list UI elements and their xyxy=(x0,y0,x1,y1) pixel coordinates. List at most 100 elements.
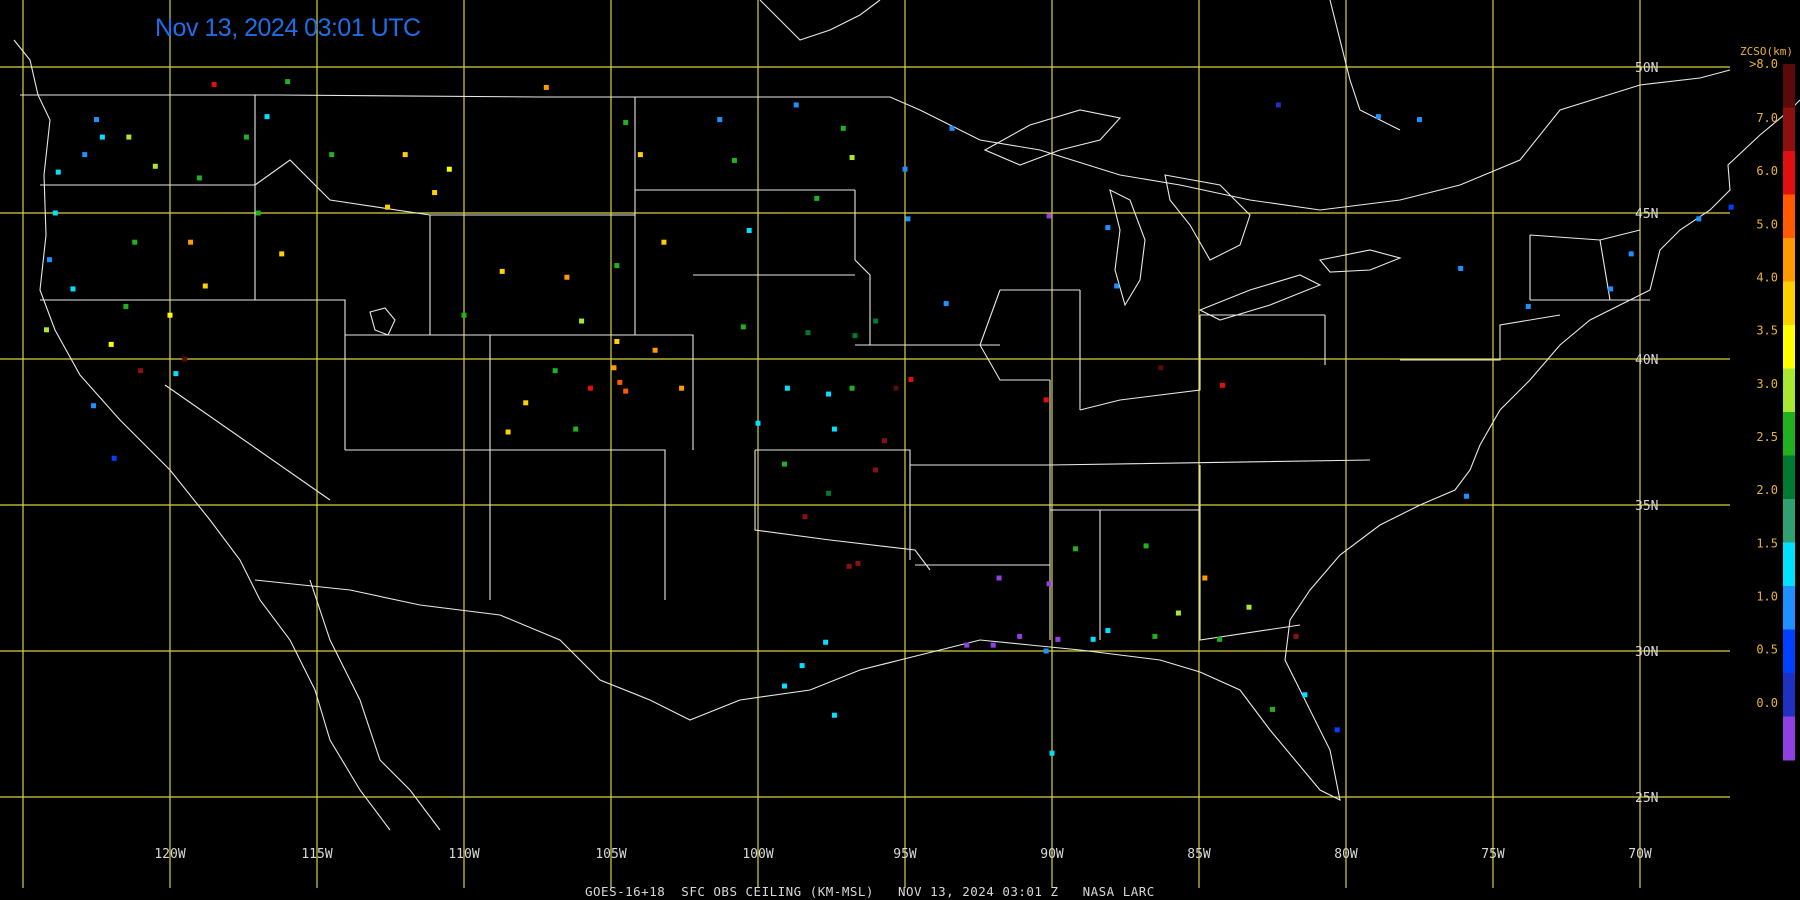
station-observations xyxy=(44,79,1734,756)
station-marker xyxy=(1375,114,1381,120)
colorbar-swatch xyxy=(1783,716,1795,761)
lat-lon-grid xyxy=(0,0,1730,888)
colorbar-swatch xyxy=(1783,412,1795,456)
station-marker xyxy=(82,152,88,158)
station-marker xyxy=(852,333,858,339)
station-marker xyxy=(617,379,623,385)
station-marker xyxy=(1046,213,1052,219)
station-marker xyxy=(1105,628,1111,634)
station-marker xyxy=(746,228,752,234)
station-marker xyxy=(679,385,685,391)
station-marker xyxy=(55,169,61,175)
map-title: Nov 13, 2024 03:01 UTC xyxy=(155,14,421,42)
station-marker xyxy=(385,204,391,210)
station-marker xyxy=(846,563,852,569)
lon-label: 85W xyxy=(1187,847,1211,862)
colorbar-swatch xyxy=(1783,542,1795,587)
station-marker xyxy=(573,426,579,432)
colorbar-label: 6.0 xyxy=(1756,164,1778,178)
station-marker xyxy=(1055,636,1061,642)
lon-label: 90W xyxy=(1040,847,1064,862)
station-marker xyxy=(1302,692,1308,698)
station-marker xyxy=(755,420,761,426)
colorbar-swatch xyxy=(1783,455,1795,500)
lon-label: 105W xyxy=(595,847,626,862)
station-marker xyxy=(587,385,593,391)
station-marker xyxy=(211,82,217,88)
station-marker xyxy=(717,117,723,123)
lat-label: 30N xyxy=(1635,645,1658,660)
station-marker xyxy=(499,268,505,274)
colorbar-swatch xyxy=(1783,368,1795,413)
station-marker xyxy=(1246,604,1252,610)
station-marker xyxy=(996,575,1002,581)
station-marker xyxy=(108,341,114,347)
station-marker xyxy=(123,303,129,309)
station-marker xyxy=(432,190,438,196)
station-marker xyxy=(943,301,949,307)
station-marker xyxy=(1090,636,1096,642)
station-marker xyxy=(44,327,50,333)
station-marker xyxy=(1270,706,1275,712)
station-marker xyxy=(1152,633,1158,639)
station-marker xyxy=(1046,581,1052,587)
state-borders xyxy=(13,0,1800,831)
colorbar-label: 3.5 xyxy=(1756,324,1778,338)
lon-label: 80W xyxy=(1334,847,1358,862)
coastline-northeast xyxy=(1649,99,1800,291)
lake-erie xyxy=(1198,274,1322,321)
nevada-ca-border xyxy=(164,384,331,501)
colorbar-swatch xyxy=(1783,325,1795,369)
station-marker xyxy=(731,157,737,163)
colorbar: ZCSO(km)>8.0 7.0 6.0 5.0 4.0 3.5 3.0 2.5 2.0 1.5 1… xyxy=(1740,45,1795,761)
station-marker xyxy=(182,356,188,362)
station-marker xyxy=(637,152,643,158)
station-marker xyxy=(784,385,790,391)
station-marker xyxy=(1043,648,1049,654)
station-marker xyxy=(70,286,76,292)
station-marker xyxy=(264,114,270,120)
colorbar-swatch xyxy=(1783,151,1795,195)
station-marker xyxy=(1220,382,1226,388)
station-marker xyxy=(908,376,914,382)
colorbar-swatch xyxy=(1783,499,1795,543)
axis-labels: 120W 115W 110W 105W 100W 95W 90W 85W 80W 75W 70W 50… xyxy=(154,61,1658,862)
station-marker xyxy=(152,163,158,169)
station-marker xyxy=(132,239,138,245)
station-marker xyxy=(1728,204,1734,210)
station-marker xyxy=(793,102,799,108)
station-marker xyxy=(1043,397,1049,403)
colorbar-swatch xyxy=(1783,629,1795,674)
station-marker xyxy=(849,155,855,161)
station-marker xyxy=(831,426,837,432)
colorbar-label: 4.0 xyxy=(1756,271,1778,285)
station-marker xyxy=(1158,365,1164,371)
station-marker xyxy=(881,438,887,444)
station-marker xyxy=(552,368,558,374)
station-marker xyxy=(1417,117,1422,123)
station-marker xyxy=(1105,225,1111,231)
station-marker xyxy=(1628,251,1634,257)
colorbar-swatch xyxy=(1783,238,1795,282)
colorbar-label: 3.0 xyxy=(1756,377,1778,391)
station-marker xyxy=(99,134,105,140)
station-marker xyxy=(94,117,99,123)
colorbar-title: ZCSO(km) xyxy=(1740,45,1793,58)
station-marker xyxy=(285,79,291,85)
lake-huron xyxy=(1164,174,1251,261)
station-marker xyxy=(126,134,132,140)
station-marker xyxy=(523,400,529,406)
coastline-gulf xyxy=(739,289,1651,801)
hudson-bay xyxy=(759,0,881,41)
colorbar-swatch xyxy=(1783,673,1795,717)
station-marker xyxy=(949,125,955,131)
station-marker xyxy=(781,683,787,689)
station-marker xyxy=(1217,636,1223,642)
station-marker xyxy=(873,318,879,324)
station-marker xyxy=(902,166,908,172)
station-marker xyxy=(255,210,261,216)
lon-label: 100W xyxy=(742,847,773,862)
station-marker xyxy=(188,239,194,245)
station-marker xyxy=(196,175,202,181)
